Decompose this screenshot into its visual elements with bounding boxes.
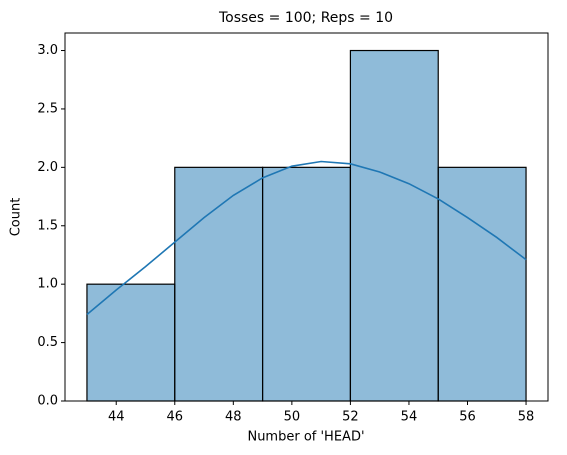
y-tick-label: 3.0 bbox=[37, 43, 58, 58]
bar bbox=[261, 166, 352, 402]
x-tick-label: 46 bbox=[166, 410, 183, 425]
y-tick-label: 0.5 bbox=[37, 335, 58, 350]
y-axis-label: Count bbox=[9, 198, 24, 237]
y-tick-label: 1.5 bbox=[37, 218, 58, 233]
x-tick-label: 48 bbox=[225, 410, 242, 425]
x-axis-label: Number of 'HEAD' bbox=[247, 430, 364, 445]
plot-frame bbox=[64, 32, 549, 402]
x-tick-label: 58 bbox=[518, 410, 535, 425]
x-tick-label: 56 bbox=[459, 410, 476, 425]
x-tick-label: 54 bbox=[401, 410, 418, 425]
bar bbox=[349, 49, 439, 402]
y-tick-label: 1.0 bbox=[37, 277, 58, 292]
bar bbox=[86, 283, 176, 402]
bar bbox=[437, 166, 527, 402]
bar bbox=[174, 166, 264, 402]
kde-line bbox=[86, 160, 527, 316]
y-tick-label: 2.0 bbox=[37, 160, 58, 175]
x-tick-label: 52 bbox=[342, 410, 359, 425]
y-tick-label: 0.0 bbox=[37, 394, 58, 409]
x-tick-label: 44 bbox=[108, 410, 125, 425]
chart-title: Tosses = 100; Reps = 10 bbox=[218, 10, 393, 26]
y-tick-label: 2.5 bbox=[37, 101, 58, 116]
x-tick-label: 50 bbox=[284, 410, 301, 425]
